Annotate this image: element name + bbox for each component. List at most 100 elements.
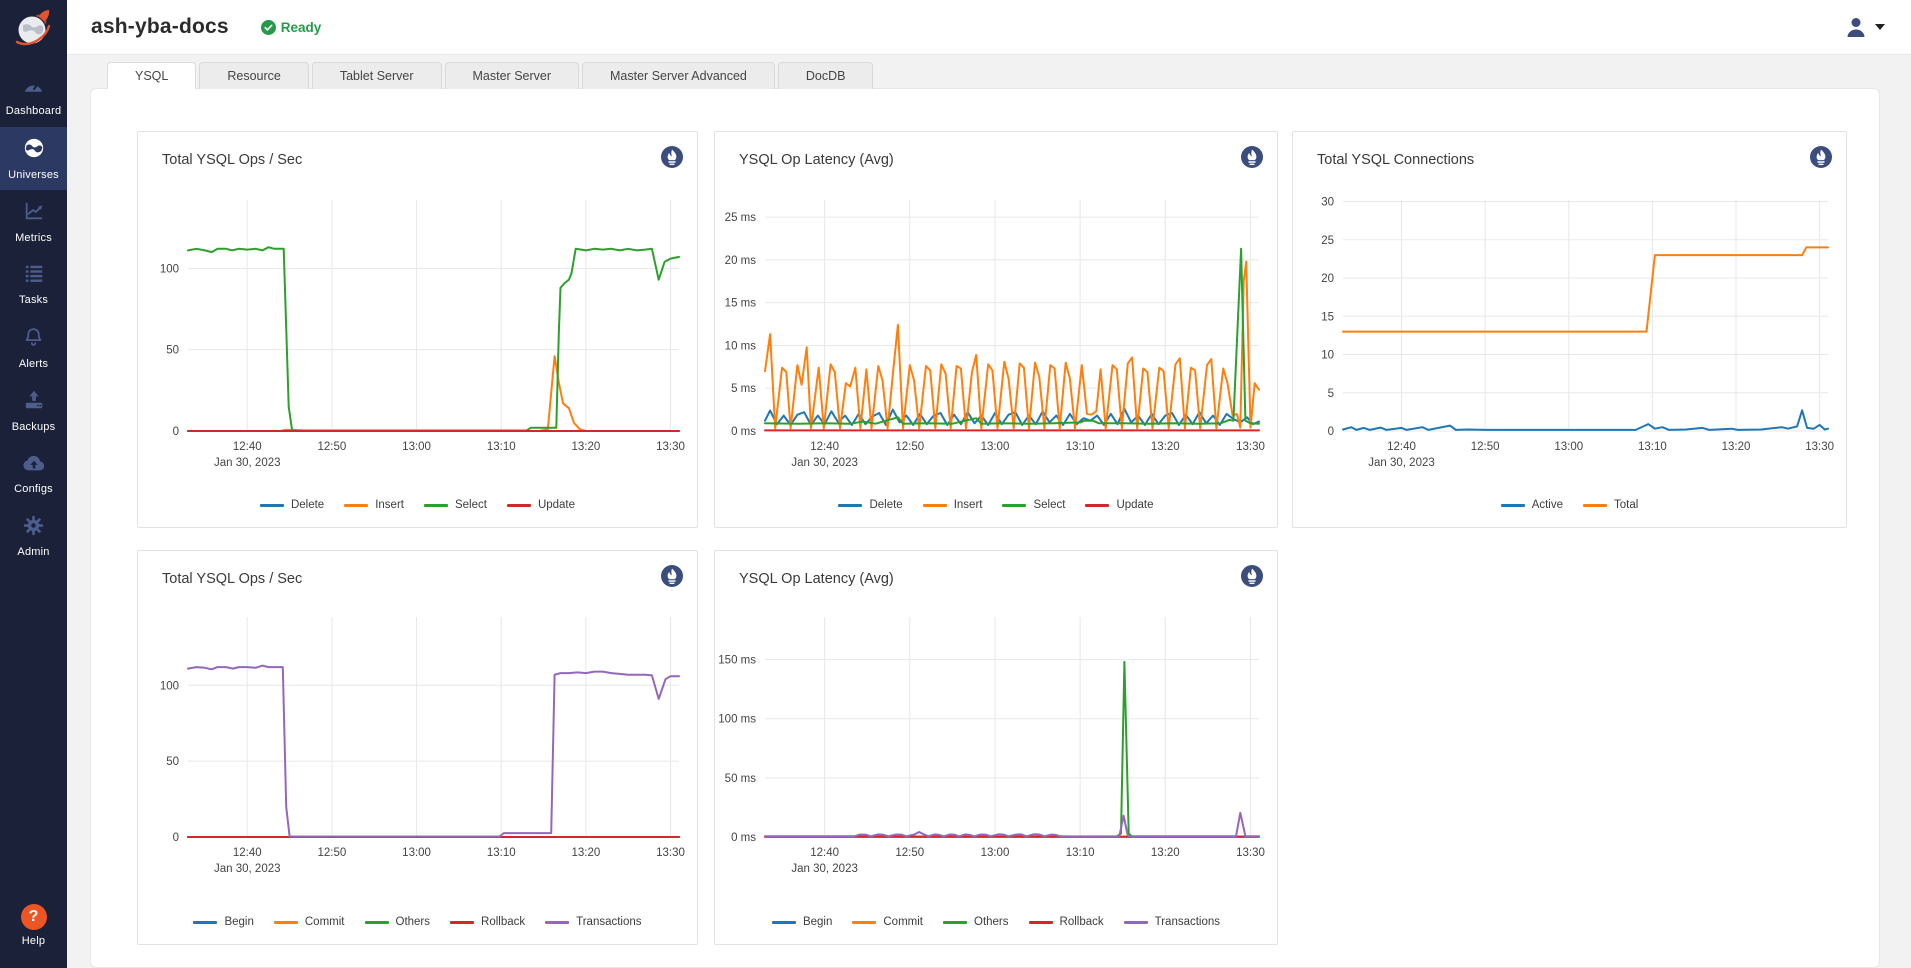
tab-master-server[interactable]: Master Server: [445, 62, 580, 89]
svg-text:12:40: 12:40: [1387, 441, 1416, 453]
chart-card-total-ysql-connections: Total YSQL Connections 05101520253012:40…: [1292, 131, 1847, 528]
sidebar-item-universes[interactable]: Universes: [0, 127, 67, 190]
sidebar-item-label: Tasks: [19, 294, 48, 306]
svg-text:Jan 30, 2023: Jan 30, 2023: [791, 863, 858, 875]
tab-tablet-server[interactable]: Tablet Server: [312, 62, 442, 89]
svg-text:10: 10: [1321, 350, 1334, 362]
globe-icon: [23, 137, 45, 164]
legend-swatch: [450, 921, 474, 924]
legend-item-active[interactable]: Active: [1501, 499, 1563, 511]
legend-item-others[interactable]: Others: [365, 916, 431, 928]
legend-swatch: [1029, 921, 1053, 924]
chart-legend: Begin Commit Others Rollback Transactions: [138, 916, 697, 928]
chart-plot[interactable]: 0 ms50 ms100 ms150 ms12:40Jan 30, 202312…: [715, 551, 1277, 944]
sidebar-item-alerts[interactable]: Alerts: [0, 316, 67, 379]
gauge-icon: [22, 75, 45, 100]
svg-text:Jan 30, 2023: Jan 30, 2023: [214, 457, 281, 469]
legend-swatch: [507, 504, 531, 507]
legend-label: Delete: [291, 499, 324, 511]
legend-swatch: [365, 921, 389, 924]
legend-swatch: [1501, 504, 1525, 507]
legend-swatch: [1085, 504, 1109, 507]
sidebar-item-metrics[interactable]: Metrics: [0, 190, 67, 253]
chart-legend: Active Total: [1293, 499, 1846, 511]
sidebar-item-label: Universes: [8, 169, 59, 181]
chart-card-ysql-op-latency: YSQL Op Latency (Avg) 0 ms5 ms10 ms15 ms…: [714, 131, 1278, 528]
chart-plot[interactable]: 0 ms5 ms10 ms15 ms20 ms25 ms12:40Jan 30,…: [715, 132, 1277, 527]
legend-label: Update: [538, 499, 575, 511]
legend-item-transactions[interactable]: Transactions: [1124, 916, 1220, 928]
svg-text:13:30: 13:30: [1805, 441, 1834, 453]
tab-ysql[interactable]: YSQL: [107, 62, 196, 89]
legend-swatch: [943, 921, 967, 924]
legend-item-insert[interactable]: Insert: [344, 499, 404, 511]
svg-text:12:40: 12:40: [810, 441, 839, 453]
gear-icon: [23, 515, 44, 541]
chart-card-total-ysql-ops-transactions: Total YSQL Ops / Sec 05010012:40Jan 30, …: [137, 550, 698, 945]
legend-item-insert[interactable]: Insert: [923, 499, 983, 511]
legend-label: Begin: [224, 916, 253, 928]
legend-swatch: [1002, 504, 1026, 507]
legend-label: Others: [974, 916, 1009, 928]
svg-text:12:40: 12:40: [233, 441, 262, 453]
svg-text:12:40: 12:40: [233, 847, 262, 859]
svg-text:13:10: 13:10: [487, 441, 516, 453]
svg-text:30: 30: [1321, 197, 1334, 209]
sidebar-item-admin[interactable]: Admin: [0, 505, 67, 568]
legend-item-commit[interactable]: Commit: [274, 916, 345, 928]
legend-label: Transactions: [576, 916, 641, 928]
svg-text:150 ms: 150 ms: [718, 655, 756, 667]
legend-label: Insert: [375, 499, 404, 511]
tab-docdb[interactable]: DocDB: [778, 62, 874, 89]
legend-item-update[interactable]: Update: [1085, 499, 1153, 511]
chart-legend: Begin Commit Others Rollback Transactions: [715, 916, 1277, 928]
legend-item-commit[interactable]: Commit: [852, 916, 923, 928]
sidebar-item-label: Admin: [17, 546, 49, 558]
chart-plot[interactable]: 05101520253012:40Jan 30, 202312:5013:001…: [1293, 132, 1846, 527]
legend-item-delete[interactable]: Delete: [838, 499, 902, 511]
sidebar-item-label: Configs: [14, 483, 53, 495]
legend-item-total[interactable]: Total: [1583, 499, 1638, 511]
svg-text:12:40: 12:40: [810, 847, 839, 859]
svg-text:Jan 30, 2023: Jan 30, 2023: [791, 457, 858, 469]
svg-text:13:10: 13:10: [1066, 441, 1095, 453]
svg-text:25 ms: 25 ms: [725, 212, 757, 224]
legend-label: Select: [455, 499, 487, 511]
legend-label: Transactions: [1155, 916, 1220, 928]
sidebar-item-label: Metrics: [15, 232, 52, 244]
chart-card-total-ysql-ops: Total YSQL Ops / Sec 05010012:40Jan 30, …: [137, 131, 698, 528]
svg-text:0: 0: [173, 832, 179, 844]
svg-text:13:20: 13:20: [1151, 441, 1180, 453]
chart-plot[interactable]: 05010012:40Jan 30, 202312:5013:0013:1013…: [138, 551, 697, 944]
sidebar-item-help[interactable]: ? Help: [0, 892, 67, 958]
legend-item-rollback[interactable]: Rollback: [1029, 916, 1104, 928]
chart-plot[interactable]: 05010012:40Jan 30, 202312:5013:0013:1013…: [138, 132, 697, 527]
sidebar-item-tasks[interactable]: Tasks: [0, 253, 67, 316]
legend-item-delete[interactable]: Delete: [260, 499, 324, 511]
svg-text:0: 0: [173, 426, 179, 438]
legend-item-begin[interactable]: Begin: [193, 916, 253, 928]
legend-label: Commit: [305, 916, 345, 928]
sidebar-item-configs[interactable]: Configs: [0, 442, 67, 505]
legend-item-others[interactable]: Others: [943, 916, 1009, 928]
legend-label: Rollback: [481, 916, 525, 928]
legend-item-rollback[interactable]: Rollback: [450, 916, 525, 928]
svg-text:50: 50: [166, 345, 179, 357]
legend-item-select[interactable]: Select: [424, 499, 487, 511]
svg-text:15: 15: [1321, 311, 1334, 323]
sidebar-item-backups[interactable]: Backups: [0, 379, 67, 442]
legend-item-begin[interactable]: Begin: [772, 916, 832, 928]
legend-swatch: [260, 504, 284, 507]
sidebar-item-label: Alerts: [19, 358, 48, 370]
tab-resource[interactable]: Resource: [199, 62, 309, 89]
tab-master-server-advanced[interactable]: Master Server Advanced: [582, 62, 775, 89]
user-menu[interactable]: [1844, 15, 1885, 39]
bell-icon: [23, 326, 44, 353]
app-logo[interactable]: [0, 0, 67, 56]
legend-label: Rollback: [1060, 916, 1104, 928]
sidebar-item-dashboard[interactable]: Dashboard: [0, 64, 67, 127]
legend-item-update[interactable]: Update: [507, 499, 575, 511]
legend-item-transactions[interactable]: Transactions: [545, 916, 641, 928]
legend-label: Select: [1033, 499, 1065, 511]
legend-item-select[interactable]: Select: [1002, 499, 1065, 511]
